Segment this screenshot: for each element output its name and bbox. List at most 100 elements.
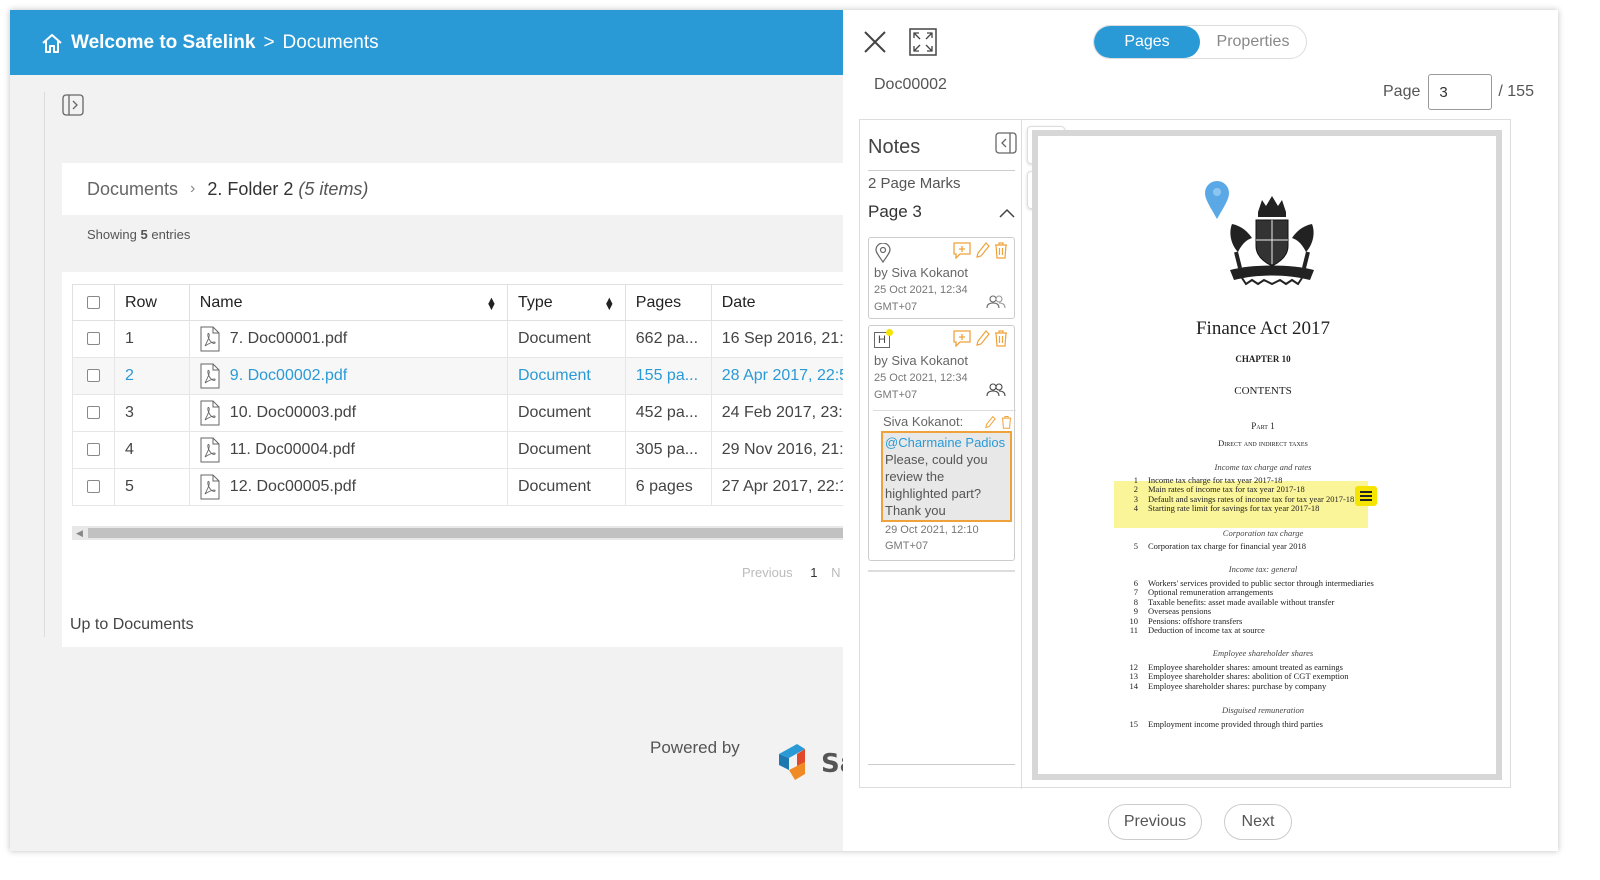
entries-number: 5 <box>140 227 148 242</box>
collapse-notes-icon[interactable] <box>995 132 1017 154</box>
row-type: Document <box>506 394 626 432</box>
toc-text: Workers' services provided to public sec… <box>1148 578 1374 588</box>
edit-icon[interactable] <box>985 415 996 432</box>
row-name-cell[interactable]: 12. Doc00005.pdf <box>188 468 508 506</box>
next-page-button[interactable]: Next <box>1224 804 1292 840</box>
pdf-section-heading: Disguised remuneration <box>1221 705 1305 715</box>
pagination-next[interactable]: N <box>831 565 841 580</box>
breadcrumb-documents[interactable]: Documents <box>87 178 179 199</box>
divider <box>868 764 1015 765</box>
highlight-marker-icon: H <box>874 332 890 348</box>
sort-icon[interactable]: ▲ ▼ <box>603 294 615 313</box>
row-name-cell[interactable]: 9. Doc00002.pdf <box>188 357 508 395</box>
toc-text: Deduction of income tax at source <box>1148 625 1265 636</box>
edit-icon[interactable] <box>976 329 990 347</box>
close-icon[interactable] <box>863 30 887 54</box>
fullscreen-icon[interactable] <box>909 28 937 56</box>
table-row-selected[interactable]: 2 9. Doc00002.pdf Document 155 pa... 28 … <box>72 357 872 395</box>
up-to-documents-link[interactable]: Up to Documents <box>70 616 194 633</box>
row-number: 1 <box>113 320 190 358</box>
row-type: Document <box>506 468 626 506</box>
toc-number: 10 <box>1129 615 1139 626</box>
pagination-page-1[interactable]: 1 <box>810 565 818 580</box>
column-type-label: Type <box>517 293 553 311</box>
table-row[interactable]: 3 10. Doc00003.pdf Document 452 pa... 24… <box>72 394 872 432</box>
expand-sidebar-icon[interactable] <box>62 94 84 116</box>
note-card[interactable]: H by Siva Kokanot 25 Oct 2021, 12:34 GMT… <box>868 325 1016 561</box>
sort-icon[interactable]: ▲ ▼ <box>486 294 497 313</box>
page-total: / 155 <box>1498 83 1534 100</box>
row-name-cell[interactable]: 7. Doc00001.pdf <box>188 320 508 358</box>
row-name-cell[interactable]: 10. Doc00003.pdf <box>188 394 508 432</box>
note-actions <box>952 329 1008 347</box>
table-row[interactable]: 1 7. Doc00001.pdf Document 662 pa... 16 … <box>72 320 872 358</box>
pdf-page-area[interactable]: Finance Act 2017 CHAPTER 10 CONTENTS Par… <box>1032 130 1502 780</box>
pdf-section-items: 5 Corporation tax charge for financial ye… <box>1122 541 1306 551</box>
reply-date: 29 Oct 2021, 12:10 <box>885 524 979 536</box>
view-mode-toggle: Pages Properties <box>1093 25 1307 59</box>
pagination-previous[interactable]: Previous <box>742 565 793 580</box>
toc-number: 7 <box>1133 587 1138 598</box>
tab-properties[interactable]: Properties <box>1216 33 1290 50</box>
row-file-name: 12. Doc00005.pdf <box>229 478 357 496</box>
location-pin-icon[interactable] <box>1204 180 1230 220</box>
page-number-input[interactable]: 3 <box>1428 74 1493 110</box>
pdf-file-icon <box>200 437 220 463</box>
row-file-name: 10. Doc00003.pdf <box>229 404 357 422</box>
note-author: by Siva Kokanot <box>874 353 968 368</box>
edit-icon[interactable] <box>976 241 990 259</box>
column-header-row[interactable]: Row <box>113 284 190 321</box>
pdf-section-heading: Income tax charge and rates <box>1214 462 1312 472</box>
table-row[interactable]: 5 12. Doc00005.pdf Document 6 pages 27 A… <box>72 468 872 506</box>
row-checkbox[interactable] <box>86 332 100 346</box>
row-file-name: 11. Doc00004.pdf <box>229 441 355 459</box>
row-checkbox-cell <box>72 394 115 432</box>
toc-item: 6 Workers' services provided to public se… <box>1122 578 1374 588</box>
documents-table: Row Name ▲ ▼ Type ▲ ▼ Pages Date 1 7. Doc000… <box>72 284 873 506</box>
previous-page-button[interactable]: Previous <box>1108 804 1202 840</box>
home-icon[interactable] <box>40 32 64 54</box>
note-author: by Siva Kokanot <box>874 265 968 280</box>
page-group-label[interactable]: Page 3 <box>868 202 922 221</box>
reply-message[interactable]: @Charmaine Padios Please, could you revi… <box>881 431 1012 522</box>
highlight-menu-icon[interactable] <box>1355 486 1377 506</box>
toc-number: 9 <box>1133 606 1138 617</box>
pdf-section-items: 12 Employee shareholder shares: amount tr… <box>1122 662 1349 691</box>
delete-icon[interactable] <box>994 241 1008 259</box>
reply-mention[interactable]: @Charmaine Padios <box>885 435 1006 450</box>
column-header-type[interactable]: Type ▲ ▼ <box>506 284 626 321</box>
row-checkbox[interactable] <box>86 406 100 420</box>
header-section[interactable]: Documents <box>282 31 379 53</box>
column-header-pages[interactable]: Pages <box>624 284 712 321</box>
app-title[interactable]: Welcome to Safelink <box>71 31 256 53</box>
note-card[interactable]: by Siva Kokanot 25 Oct 2021, 12:34 GMT+0… <box>868 237 1015 319</box>
horizontal-scrollbar[interactable]: ◀ <box>72 526 850 540</box>
chevron-up-icon[interactable] <box>998 206 1016 218</box>
toc-text: Employment income provided through third… <box>1148 719 1323 729</box>
note-timezone: GMT+07 <box>874 301 918 313</box>
row-checkbox[interactable] <box>86 369 100 383</box>
add-comment-icon[interactable] <box>952 241 972 259</box>
toc-item: 1 Income tax charge for tax year 2017-18 <box>1122 475 1354 485</box>
highlight-annotation[interactable] <box>1114 481 1368 528</box>
row-checkbox[interactable] <box>86 480 100 494</box>
pdf-page: Finance Act 2017 CHAPTER 10 CONTENTS Par… <box>1038 136 1496 774</box>
row-checkbox[interactable] <box>86 443 100 457</box>
scroll-left-icon[interactable]: ◀ <box>76 528 83 538</box>
note-reply: Siva Kokanot: @Charmaine Padios Please, … <box>873 410 1016 554</box>
add-comment-icon[interactable] <box>952 329 972 347</box>
column-header-name[interactable]: Name ▲ ▼ <box>188 284 508 321</box>
pdf-contents-heading: CONTENTS <box>1234 385 1292 397</box>
row-name-cell[interactable]: 11. Doc00004.pdf <box>188 431 508 469</box>
delete-icon[interactable] <box>994 329 1008 347</box>
select-all-checkbox[interactable] <box>86 295 100 309</box>
toc-text: Default and savings rates of income tax … <box>1148 493 1355 504</box>
scrollbar-thumb[interactable] <box>88 528 850 538</box>
toc-number: 2 <box>1133 484 1138 495</box>
delete-icon[interactable] <box>1001 415 1012 432</box>
table-row[interactable]: 4 11. Doc00004.pdf Document 305 pa... 29… <box>72 431 872 469</box>
toc-item: 8 Taxable benefits: asset made available … <box>1122 597 1374 607</box>
app-header: Welcome to Safelink > Documents <box>10 10 850 75</box>
toc-item: 13 Employee shareholder shares: abolition… <box>1122 671 1349 681</box>
tab-pages[interactable]: Pages <box>1094 26 1200 58</box>
